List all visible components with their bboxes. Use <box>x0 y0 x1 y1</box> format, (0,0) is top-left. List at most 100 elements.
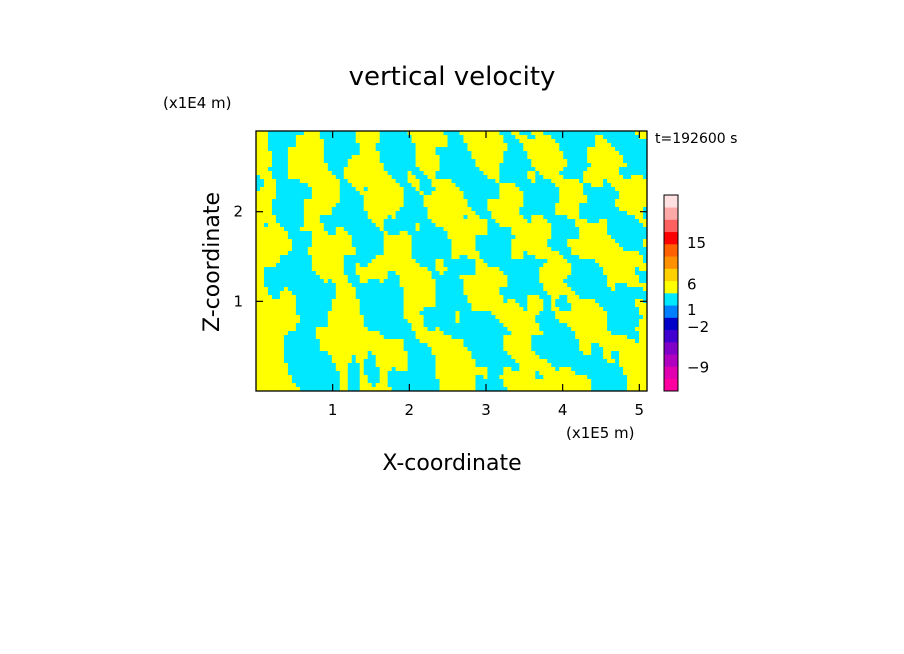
field-cell <box>275 295 281 300</box>
field-cell <box>331 263 337 268</box>
field-cell <box>351 167 357 172</box>
field-cell <box>571 159 576 164</box>
field-cell <box>539 303 544 308</box>
field-cell <box>375 239 381 244</box>
field-cell <box>359 207 365 212</box>
field-cell <box>607 263 612 268</box>
field-cell <box>639 275 644 280</box>
field-cell <box>467 271 473 276</box>
field-cell <box>415 247 421 252</box>
field-cell <box>403 143 409 148</box>
field-cell <box>511 195 516 200</box>
field-cell <box>503 255 508 260</box>
field-cell <box>479 291 485 296</box>
field-cell <box>547 227 552 232</box>
field-cell <box>363 255 369 260</box>
field-cell <box>347 147 353 152</box>
field-cell <box>303 271 309 276</box>
field-cell <box>256 187 261 192</box>
field-cell <box>575 307 580 312</box>
field-cell <box>491 267 496 272</box>
field-cell <box>435 331 441 336</box>
field-cell <box>607 199 612 204</box>
field-cell <box>563 231 568 236</box>
field-cell <box>335 247 341 252</box>
field-cell <box>311 191 317 196</box>
field-cell <box>351 263 357 268</box>
field-cell <box>603 247 608 252</box>
field-cell <box>379 323 385 328</box>
field-cell <box>495 159 500 164</box>
field-cell <box>279 263 285 268</box>
field-cell <box>627 315 632 320</box>
field-cell <box>267 267 273 272</box>
field-cell <box>535 291 540 296</box>
field-cell <box>523 267 528 272</box>
field-cell <box>555 307 560 312</box>
field-cell <box>559 167 564 172</box>
field-cell <box>519 211 524 216</box>
field-cell <box>615 251 620 256</box>
field-cell <box>567 175 572 180</box>
field-cell <box>591 231 596 236</box>
field-cell <box>515 267 520 272</box>
field-cell <box>583 223 588 228</box>
field-cell <box>575 207 580 212</box>
field-cell <box>323 255 329 260</box>
field-cell <box>475 143 481 148</box>
field-cell <box>479 203 485 208</box>
field-cell <box>419 295 425 300</box>
field-cell <box>467 255 473 260</box>
field-cell <box>531 191 536 196</box>
field-cell <box>423 263 429 268</box>
field-cell <box>531 223 536 228</box>
field-cell <box>483 199 489 204</box>
field-cell <box>587 199 592 204</box>
field-cell <box>371 187 377 192</box>
field-cell <box>383 295 389 300</box>
field-cell <box>599 247 604 252</box>
field-cell <box>327 199 333 204</box>
field-cell <box>547 211 552 216</box>
field-cell <box>487 143 492 148</box>
field-cell <box>295 179 301 184</box>
field-cell <box>491 207 496 212</box>
field-cell <box>563 311 568 316</box>
field-cell <box>571 143 576 148</box>
field-cell <box>619 231 624 236</box>
field-cell <box>291 199 297 204</box>
field-cell <box>567 207 572 212</box>
field-cell <box>419 243 425 248</box>
field-cell <box>479 159 485 164</box>
field-cell <box>559 207 564 212</box>
field-cell <box>567 259 572 264</box>
field-cell <box>511 175 516 180</box>
field-cell <box>459 275 465 280</box>
field-cell <box>455 319 461 324</box>
field-cell <box>451 291 457 296</box>
field-cell <box>367 255 373 260</box>
field-cell <box>351 171 357 176</box>
field-cell <box>283 303 289 308</box>
field-cell <box>347 319 353 324</box>
field-cell <box>483 259 489 264</box>
field-cell <box>607 139 612 144</box>
field-cell <box>559 131 564 136</box>
field-cell <box>411 239 417 244</box>
field-cell <box>619 223 624 228</box>
field-cell <box>591 271 596 276</box>
field-cell <box>395 231 401 236</box>
field-cell <box>579 223 584 228</box>
field-cell <box>443 275 449 280</box>
field-cell <box>627 179 632 184</box>
field-cell <box>283 159 289 164</box>
field-cell <box>463 271 469 276</box>
field-cell <box>483 143 489 148</box>
field-cell <box>463 267 469 272</box>
field-cell <box>331 303 337 308</box>
field-cell <box>587 251 592 256</box>
field-cell <box>535 327 540 332</box>
field-cell <box>315 155 321 160</box>
field-cell <box>295 203 301 208</box>
field-cell <box>339 175 345 180</box>
